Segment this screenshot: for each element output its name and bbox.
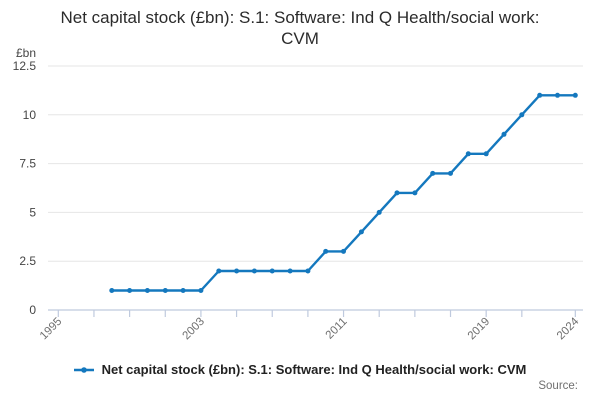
x-tick-label: 2003	[180, 316, 207, 340]
data-point-marker	[358, 229, 364, 235]
y-axis-unit-label: £bn	[16, 46, 36, 60]
data-point-marker	[287, 268, 293, 274]
source-label: Source:	[538, 380, 578, 392]
data-point-marker	[572, 92, 578, 98]
y-tick-label: 7.5	[19, 157, 36, 171]
data-point-marker	[305, 268, 311, 274]
data-point-marker	[394, 190, 400, 196]
chart-svg: 1995 2003 2011 2019 2024 0 2.5 5 7.5 10 12.5£bn	[13, 46, 583, 342]
data-point-marker	[234, 268, 240, 274]
data-point-marker	[537, 92, 543, 98]
data-point-marker	[412, 190, 418, 196]
data-point-marker	[323, 248, 329, 254]
data-point-marker	[180, 288, 186, 293]
data-point-marker	[162, 288, 168, 293]
legend-line-marker-icon	[73, 366, 94, 373]
data-point-marker	[555, 92, 560, 98]
data-point-marker	[269, 268, 275, 274]
y-tick-label: 12.5	[13, 59, 37, 73]
data-point-marker	[127, 288, 133, 293]
data-point-marker	[430, 170, 436, 176]
data-point-marker	[483, 151, 489, 157]
x-tick-label: 2024	[555, 315, 582, 340]
y-tick-label: 2.5	[19, 254, 36, 268]
data-point-marker	[198, 288, 204, 293]
legend[interactable]: Net capital stock (£bn): S.1: Software: …	[0, 362, 600, 377]
x-tick-label: 2019	[466, 316, 493, 340]
chart-area: 1995 2003 2011 2019 2024 0 2.5 5 7.5 10 12.5 £bn	[0, 40, 600, 342]
x-tick-label: 2011	[324, 316, 350, 340]
data-point-marker	[501, 131, 507, 137]
data-point-marker	[251, 268, 257, 274]
data-point-marker	[109, 288, 115, 293]
y-tick-label: 0	[29, 303, 36, 317]
data-point-marker	[341, 248, 346, 254]
data-point-marker	[144, 288, 150, 293]
data-point-marker	[216, 268, 222, 274]
y-tick-label: 10	[23, 108, 37, 122]
data-point-marker	[448, 170, 453, 176]
legend-label: Net capital stock (£bn): S.1: Software: …	[101, 362, 527, 377]
data-point-marker	[519, 112, 525, 118]
y-tick-label: 5	[29, 205, 36, 219]
x-tick-label: 1995	[38, 316, 65, 340]
data-point-marker	[465, 151, 471, 157]
data-point-marker	[376, 209, 382, 215]
page-title: Net capital stock (£bn): S.1: Software: …	[60, 8, 540, 48]
